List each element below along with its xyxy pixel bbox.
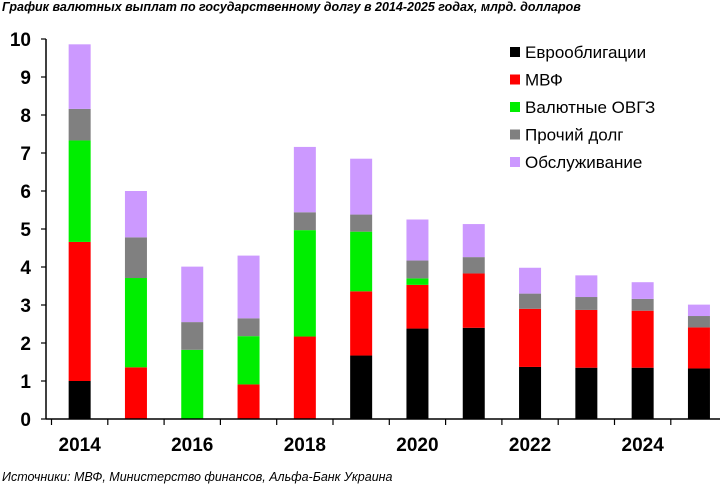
bar-2021-series-1 [462,327,485,419]
legend-swatch-2 [510,74,520,85]
bar-2017-series-3 [237,336,260,385]
bar-2015-series-2 [124,367,147,419]
bar-2021-series-4 [462,257,485,274]
bar-2024-series-1 [631,367,654,419]
y-tick-label: 3 [20,296,31,317]
bar-2025-series-2 [687,327,710,369]
bar-2019-series-2 [350,291,373,356]
y-tick-label: 1 [20,372,31,393]
bar-2016-series-3 [181,349,204,419]
y-tick-label: 5 [20,220,31,241]
bar-2021-series-5 [462,224,485,258]
legend-swatch-4 [510,129,520,140]
bar-2019-series-5 [350,158,373,215]
y-tick-label: 4 [20,258,31,279]
y-tick-label: 0 [20,410,31,431]
bar-2024-series-2 [631,310,654,368]
x-tick-label: 2018 [284,435,326,456]
bar-2022-series-1 [519,366,542,419]
y-tick-label: 2 [20,334,31,355]
legend: Еврооблигации МВФ Валютные ОВГЗ Прочий долг… [510,43,655,172]
bar-2023-series-5 [575,275,598,298]
x-tick-label: 2024 [622,435,665,456]
bar-2022-series-4 [519,293,542,309]
bar-2020-series-3 [406,278,429,285]
bar-2018-series-2 [293,336,316,419]
bar-2017-series-2 [237,384,260,419]
legend-label-1: Еврооблигации [525,43,646,62]
y-tick-label: 9 [20,68,31,89]
bar-2014-series-4 [68,108,91,141]
bar-2016-series-5 [181,266,204,323]
x-tick-label: 2020 [396,435,438,456]
legend-label-3: Валютные ОВГЗ [525,98,655,117]
bar-2014-series-3 [68,140,91,242]
bar-2020-series-2 [406,284,429,329]
bar-2021-series-2 [462,273,485,328]
bar-2014-series-2 [68,241,91,381]
y-tick-labels: 0 1 2 3 4 5 6 7 8 9 10 [10,30,32,431]
legend-label-5: Обслуживание [525,153,642,172]
bar-2018-series-5 [293,146,316,213]
bar-2015-series-3 [124,278,147,368]
bar-2020-series-5 [406,219,429,261]
bar-2014-series-5 [68,44,91,109]
x-tick-labels: 2014 2016 2018 2020 2022 2024 [59,435,665,456]
legend-label-4: Прочий долг [525,126,623,145]
bar-2018-series-4 [293,212,316,231]
legend-swatch-3 [510,102,520,112]
x-tick-label: 2022 [509,435,551,456]
bar-2017-series-4 [237,318,260,337]
legend-swatch-5 [510,157,520,167]
bar-2014-series-1 [68,381,91,419]
legend-label-2: МВФ [525,71,563,90]
bar-2015-series-5 [124,191,147,238]
bar-2022-series-5 [519,267,542,294]
y-tick-label: 7 [20,144,31,165]
bar-2018-series-3 [293,230,316,337]
bar-2019-series-1 [350,355,373,419]
bar-2023-series-2 [575,309,598,368]
x-tick-label: 2016 [171,435,213,456]
bar-2025-series-1 [687,368,710,419]
bar-2022-series-2 [519,308,542,367]
x-tick-label: 2014 [59,435,102,456]
bar-2017-series-5 [237,255,260,319]
bar-2025-series-5 [687,304,710,317]
chart-title: График валютных выплат по государственно… [2,0,581,14]
legend-swatch-1 [510,47,520,57]
chart-source: Источники: МВФ, Министерство финансов, А… [2,470,393,484]
bar-2019-series-4 [350,214,373,232]
bar-2023-series-4 [575,297,598,310]
bar-2016-series-4 [181,322,204,350]
bar-2019-series-3 [350,231,373,292]
bar-2020-series-4 [406,260,429,279]
bars-group [68,44,710,419]
bar-2025-series-4 [687,316,710,328]
y-tick-label: 8 [20,106,31,127]
bar-2015-series-4 [124,237,147,279]
bar-2024-series-5 [631,282,654,299]
y-tick-label: 10 [10,30,31,51]
axes-group [41,38,720,425]
bar-2023-series-1 [575,367,598,419]
bar-2020-series-1 [406,328,429,419]
bar-2024-series-4 [631,298,654,311]
y-tick-label: 6 [20,182,31,203]
